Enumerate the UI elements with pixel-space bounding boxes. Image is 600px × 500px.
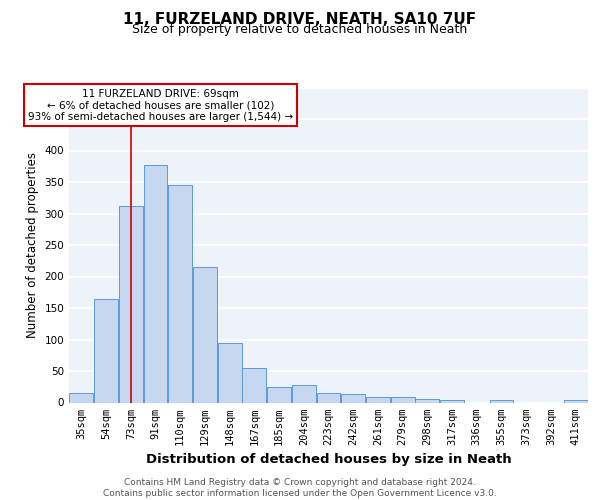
- Bar: [94, 298, 118, 403]
- Bar: [119, 206, 143, 402]
- Text: 11 FURZELAND DRIVE: 69sqm
← 6% of detached houses are smaller (102)
93% of semi-: 11 FURZELAND DRIVE: 69sqm ← 6% of detach…: [28, 88, 293, 122]
- Bar: [490, 400, 514, 402]
- Bar: [366, 397, 390, 402]
- Bar: [70, 393, 94, 402]
- Bar: [218, 342, 242, 402]
- Text: Contains HM Land Registry data © Crown copyright and database right 2024.
Contai: Contains HM Land Registry data © Crown c…: [103, 478, 497, 498]
- Bar: [341, 394, 365, 402]
- Bar: [563, 400, 587, 402]
- Bar: [391, 397, 415, 402]
- Bar: [292, 385, 316, 402]
- Y-axis label: Number of detached properties: Number of detached properties: [26, 152, 39, 338]
- Bar: [267, 387, 291, 402]
- Bar: [440, 400, 464, 402]
- Bar: [168, 185, 192, 402]
- X-axis label: Distribution of detached houses by size in Neath: Distribution of detached houses by size …: [146, 453, 511, 466]
- Bar: [242, 368, 266, 402]
- Bar: [415, 400, 439, 402]
- Text: 11, FURZELAND DRIVE, NEATH, SA10 7UF: 11, FURZELAND DRIVE, NEATH, SA10 7UF: [124, 12, 476, 28]
- Bar: [317, 393, 340, 402]
- Bar: [143, 165, 167, 402]
- Bar: [193, 267, 217, 402]
- Text: Size of property relative to detached houses in Neath: Size of property relative to detached ho…: [133, 22, 467, 36]
